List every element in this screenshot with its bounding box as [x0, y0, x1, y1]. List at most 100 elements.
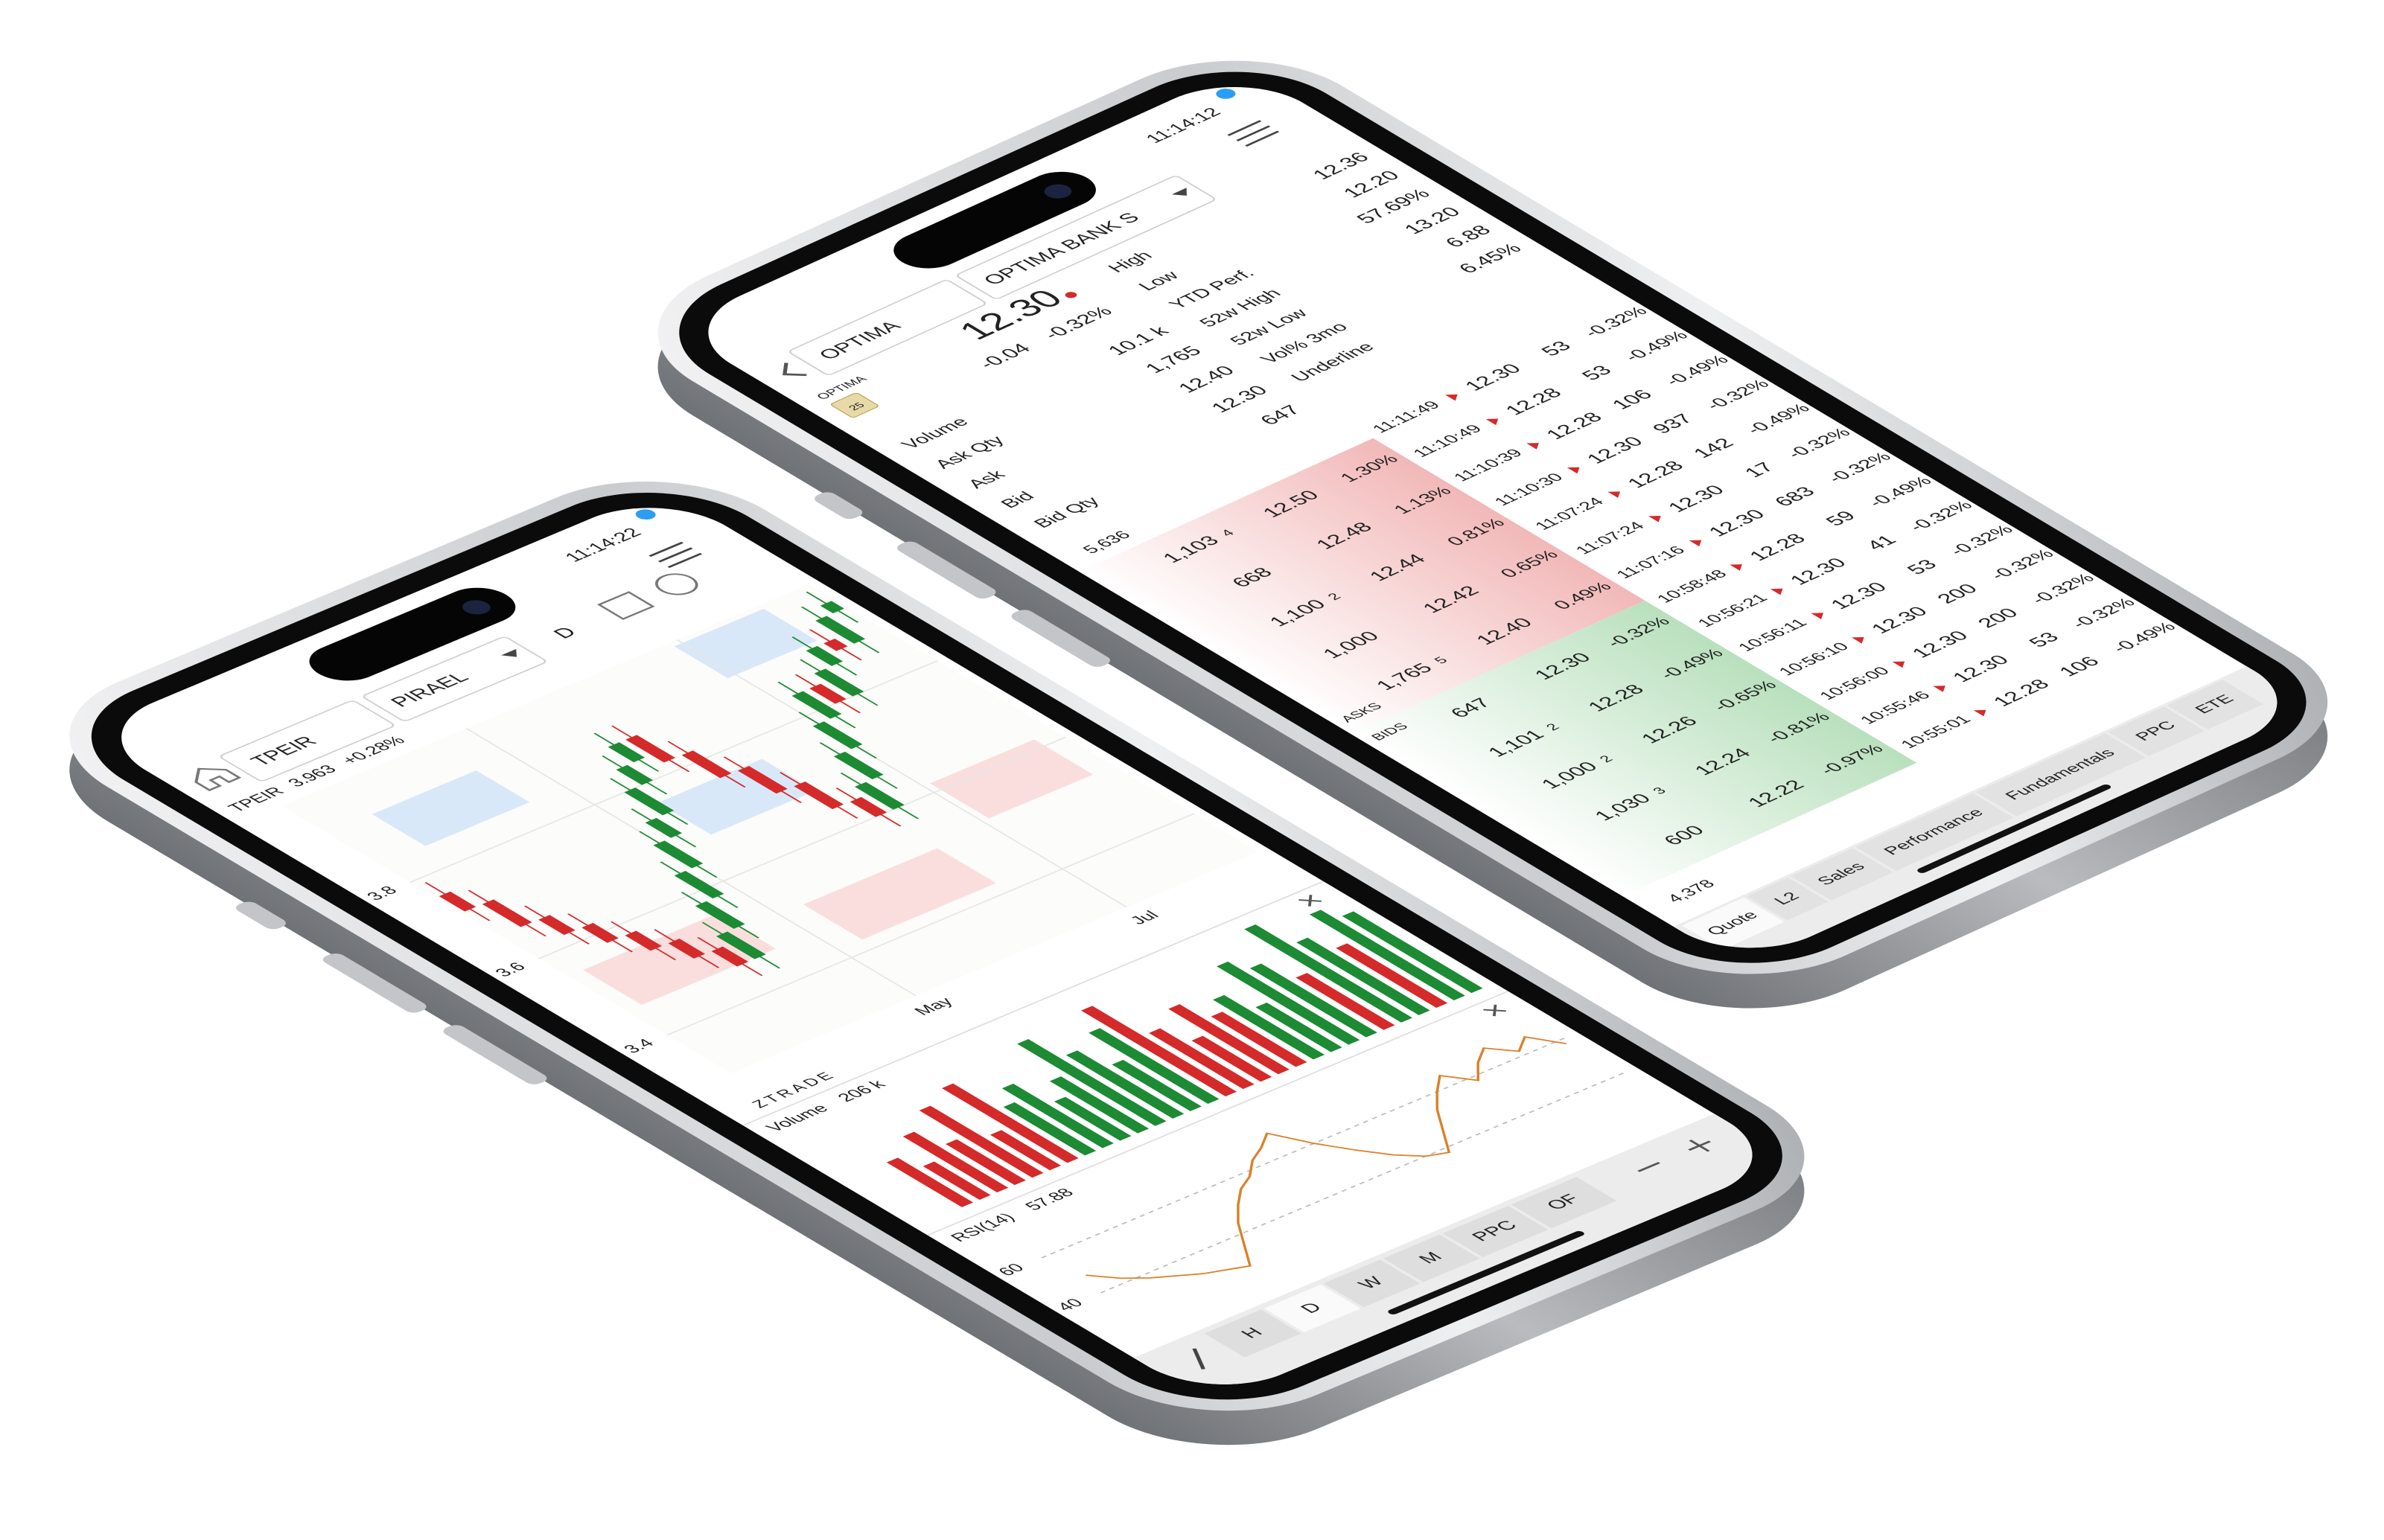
zone — [803, 848, 997, 940]
candle-body — [625, 930, 662, 951]
volume-bar — [1081, 1006, 1237, 1097]
tab[interactable] — [1204, 1309, 1301, 1358]
tab[interactable] — [1682, 897, 1785, 950]
rsi-level — [1041, 1035, 1570, 1259]
candle-body — [681, 750, 732, 779]
trade-arrow — [1648, 515, 1661, 523]
candle-body — [482, 899, 532, 927]
tab[interactable] — [2108, 706, 2205, 756]
volume-bar — [1249, 963, 1377, 1038]
candle-body — [814, 668, 864, 697]
phone: 11:14:22TPEIRPIRAELDTPEIR3.963+0.28%3.43… — [69, 482, 1805, 1411]
side-button — [443, 1025, 547, 1084]
home-icon[interactable] — [184, 762, 242, 791]
volume-bar — [1295, 973, 1395, 1030]
draw-icon[interactable] — [1179, 1348, 1218, 1370]
volume-bar — [1217, 961, 1360, 1045]
zone — [657, 758, 816, 835]
side-button — [815, 492, 863, 520]
dropdown-caret — [1171, 188, 1187, 196]
zoom-out[interactable] — [1637, 1162, 1661, 1172]
trade-arrow — [1689, 540, 1702, 547]
candle-body — [625, 735, 676, 763]
volume-bar — [886, 1157, 974, 1207]
volume-bar — [989, 1130, 1062, 1171]
symbol-box[interactable] — [219, 700, 396, 782]
home-indicator — [1917, 784, 2112, 873]
grid-line — [538, 736, 1067, 959]
search-box[interactable] — [788, 279, 987, 375]
tab-label: L2 — [1769, 889, 1803, 907]
dropdown-caret — [501, 648, 517, 657]
trade-arrow — [1770, 588, 1783, 595]
volume-bar — [1065, 1050, 1185, 1119]
tab[interactable] — [1746, 877, 1829, 921]
volume-bar — [946, 1139, 1026, 1186]
status-dot — [635, 509, 656, 520]
tab[interactable] — [1442, 1205, 1549, 1258]
candle-body — [538, 915, 576, 936]
dynamic-island — [309, 587, 516, 681]
tab[interactable] — [1791, 848, 1893, 901]
volume-bar — [919, 1105, 1044, 1178]
trade-arrow — [1567, 467, 1580, 474]
candle-body — [820, 601, 844, 613]
candle-body — [850, 796, 887, 817]
zoom-in[interactable] — [1680, 1136, 1719, 1156]
close-icon[interactable] — [1483, 1004, 1506, 1017]
event-badge-bg — [831, 392, 879, 418]
tab[interactable] — [1855, 793, 2014, 872]
layout-icon[interactable] — [596, 591, 655, 620]
back-icon[interactable] — [774, 362, 807, 380]
candle-body — [674, 871, 724, 899]
candle-body — [823, 639, 848, 651]
instrument-dropdown[interactable] — [955, 175, 1217, 299]
trade-arrow — [1607, 491, 1621, 498]
volume-bar — [902, 1131, 1009, 1193]
volume-bar — [1255, 1002, 1342, 1052]
volume-bar — [1149, 1028, 1255, 1090]
tab[interactable] — [1975, 733, 2146, 817]
volume-bar — [1191, 1035, 1272, 1082]
camera — [462, 600, 491, 615]
tab[interactable] — [1263, 1284, 1361, 1332]
volume-bar — [1244, 924, 1413, 1023]
tick-dot — [1065, 292, 1077, 298]
side-button — [236, 901, 286, 930]
tab[interactable] — [1511, 1177, 1617, 1229]
candle-body — [815, 616, 866, 644]
zone — [674, 608, 817, 679]
settings-icon[interactable] — [648, 570, 705, 598]
volume-bar — [1296, 937, 1430, 1015]
exchange-dropdown[interactable] — [362, 636, 548, 722]
camera — [1044, 184, 1072, 199]
chart-bg — [281, 584, 1259, 1073]
tab[interactable] — [1383, 1234, 1480, 1282]
rsi-tick-label: 40 — [1053, 1296, 1087, 1313]
volume-bar — [1089, 1028, 1220, 1104]
volume-bar — [1342, 911, 1483, 994]
zone — [372, 770, 530, 846]
date-grid — [676, 639, 1128, 908]
side-button — [322, 953, 427, 1013]
close-icon[interactable] — [1298, 895, 1322, 907]
candle-body — [645, 817, 683, 838]
candle-body — [711, 946, 749, 967]
menu-icon — [1227, 120, 1280, 147]
candle-body — [812, 721, 863, 750]
tab[interactable] — [2167, 680, 2264, 730]
volume-bar — [1336, 943, 1448, 1008]
candle-body — [737, 766, 788, 794]
trade-arrow — [1933, 686, 1945, 692]
side-button — [897, 541, 996, 599]
dynamic-island — [893, 171, 1096, 269]
status-dot — [1216, 89, 1236, 99]
trade-arrow — [1445, 394, 1458, 401]
volume-bar — [1001, 1083, 1114, 1148]
candle-body — [653, 840, 704, 869]
trade-arrow — [1851, 637, 1864, 644]
tab[interactable] — [1323, 1259, 1421, 1308]
